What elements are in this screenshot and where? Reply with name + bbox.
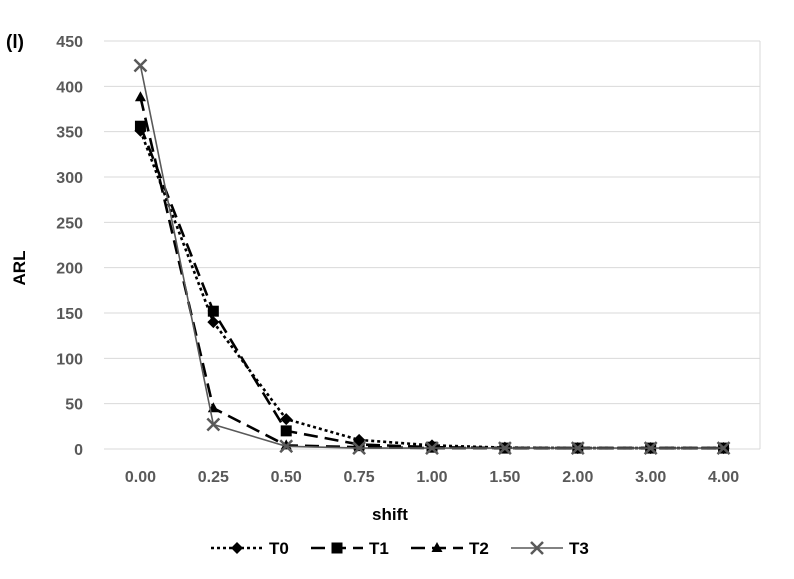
- y-tick-label: 400: [56, 79, 83, 96]
- legend-label: T3: [569, 539, 589, 558]
- x-tick-label: 1.00: [416, 469, 447, 486]
- series-line-t2: [139, 96, 724, 450]
- y-tick-label: 300: [56, 170, 83, 187]
- x-tick-label: 1.50: [489, 469, 520, 486]
- series-line-t3: [139, 65, 724, 449]
- series-t0: [134, 124, 730, 455]
- x-tick-label: 0.00: [125, 469, 156, 486]
- series-line-t1: [139, 125, 724, 450]
- legend-marker: [331, 542, 343, 554]
- legend-item-t3: T3: [511, 539, 589, 558]
- x-tick-labels: 0.00 0.25 0.50 0.75 1.00 1.50 2.00 3.00 4.00: [125, 469, 739, 486]
- data-point-t3: [425, 441, 439, 455]
- series-line-t0: [139, 130, 724, 450]
- data-point-t3: [352, 441, 366, 455]
- data-point-t2: [134, 91, 146, 102]
- y-tick-label: 450: [56, 34, 83, 51]
- data-point-t3: [133, 58, 148, 73]
- data-point-t3: [279, 439, 294, 454]
- legend-marker: [530, 541, 544, 555]
- y-tick-label: 100: [56, 351, 83, 368]
- y-tick-label: 250: [56, 215, 83, 232]
- data-point-t3: [206, 417, 221, 432]
- gridlines: [104, 40, 761, 450]
- x-tick-label: 4.00: [708, 469, 739, 486]
- y-tick-label: 150: [56, 306, 83, 323]
- y-tick-label: 350: [56, 125, 83, 142]
- legend: T0 T1 T2 T3: [211, 539, 589, 558]
- data-point-t3: [716, 441, 731, 455]
- data-point-t1: [134, 120, 146, 132]
- legend-marker: [431, 542, 443, 552]
- legend-item-t2: T2: [411, 539, 489, 558]
- x-tick-label: 2.00: [562, 469, 593, 486]
- data-point-t3: [498, 441, 512, 455]
- y-tick-labels: 0 50 100 150 200 250 300 350 400 450: [56, 34, 83, 459]
- x-tick-label: 0.50: [271, 469, 302, 486]
- data-point-t1: [207, 305, 219, 317]
- data-point-t3: [570, 441, 585, 455]
- y-tick-label: 200: [56, 261, 83, 278]
- y-tick-label: 50: [65, 397, 83, 414]
- x-tick-label: 0.75: [344, 469, 375, 486]
- legend-label: T0: [269, 539, 289, 558]
- series-t2: [134, 91, 730, 453]
- y-tick-label: 0: [74, 442, 83, 459]
- data-point-t3: [643, 441, 658, 455]
- data-point-t1: [280, 425, 292, 437]
- x-tick-label: 3.00: [635, 469, 666, 486]
- legend-label: T2: [469, 539, 489, 558]
- legend-item-t1: T1: [311, 539, 389, 558]
- legend-label: T1: [369, 539, 389, 558]
- data-point-t0: [280, 413, 293, 426]
- data-point-t0: [207, 316, 220, 329]
- x-tick-label: 0.25: [198, 469, 229, 486]
- y-axis-title: ARL: [10, 251, 29, 286]
- series-layer: [133, 58, 731, 455]
- legend-item-t0: T0: [211, 539, 289, 558]
- x-axis-title: shift: [372, 505, 408, 524]
- series-t3: [133, 58, 731, 455]
- panel-label: (l): [6, 32, 24, 53]
- legend-marker: [231, 542, 243, 554]
